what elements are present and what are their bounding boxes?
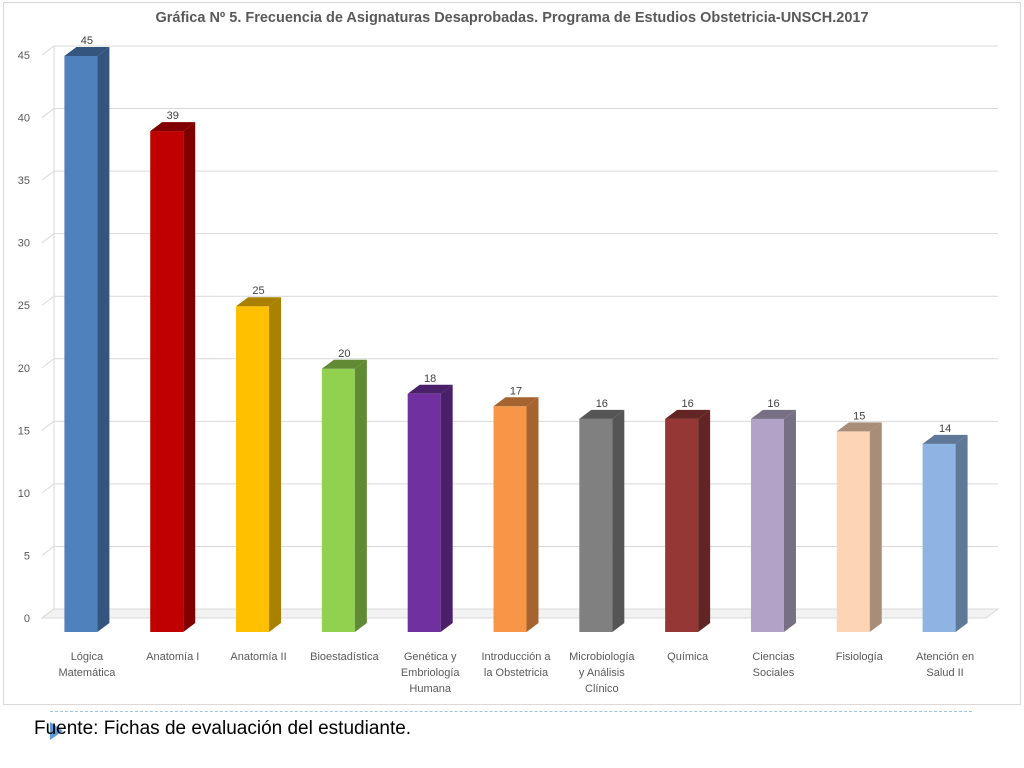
play-arrow-icon <box>50 722 63 740</box>
bar-side <box>183 122 196 633</box>
bar-side <box>97 47 110 632</box>
y-tick-label: 40 <box>18 113 30 125</box>
bar-side <box>354 359 367 632</box>
x-tick-label: Salud II <box>926 667 963 679</box>
gridline-side <box>41 295 55 306</box>
data-label: 14 <box>939 423 951 435</box>
bar-top <box>236 297 282 307</box>
x-tick-label: Atención en <box>916 651 974 663</box>
x-tick-label: Embriología <box>401 667 461 679</box>
x-tick-label: Matemática <box>58 667 116 679</box>
bar <box>836 431 870 632</box>
x-tick-label: Clínico <box>585 683 619 695</box>
bar-side <box>269 297 282 632</box>
bar <box>579 418 613 632</box>
footer-divider <box>50 711 972 712</box>
data-label: 16 <box>596 398 608 410</box>
x-tick-label: Microbiología <box>569 651 635 663</box>
data-label: 45 <box>81 35 93 47</box>
data-label: 16 <box>767 398 779 410</box>
y-tick-label: 20 <box>18 363 30 375</box>
bar-chart: 0 5 10 15 20 25 30 35 40 45 45 Lógica Matemática 39 An… <box>18 35 1000 695</box>
bar-top <box>150 122 196 132</box>
bar-side <box>698 409 711 632</box>
y-tick-label: 45 <box>18 50 30 62</box>
x-tick-label: Fisiología <box>836 651 884 663</box>
bar-side <box>783 409 796 632</box>
x-tick-label: la Obstetricia <box>484 667 549 679</box>
bar <box>236 306 270 632</box>
x-tick-label: Introducción a <box>481 651 551 663</box>
x-tick-label: Genética y <box>404 651 457 663</box>
bar-side <box>526 397 539 632</box>
bar-top <box>493 397 539 407</box>
bar <box>922 443 956 632</box>
data-label: 16 <box>682 398 694 410</box>
x-tick-label: Ciencias <box>752 651 795 663</box>
bar-top <box>407 384 453 394</box>
bar-top <box>321 359 367 369</box>
y-tick-label: 30 <box>18 238 30 250</box>
bar-side <box>612 409 625 632</box>
bar-top <box>579 409 625 419</box>
gridline-side <box>41 546 55 556</box>
data-label: 25 <box>252 285 264 297</box>
data-label: 15 <box>853 410 865 422</box>
y-tick-label: 25 <box>18 300 30 312</box>
data-label: 17 <box>510 385 522 397</box>
source-note: Fuente: Fichas de evaluación del estudia… <box>34 718 412 739</box>
bar <box>750 418 784 632</box>
data-label: 20 <box>338 348 350 360</box>
bar-side <box>955 434 968 632</box>
y-tick-label: 15 <box>18 425 30 437</box>
gridline-side <box>41 45 55 56</box>
x-tick-label: Anatomía II <box>230 651 286 663</box>
gridline-side <box>41 483 55 494</box>
gridline-side <box>41 170 55 181</box>
gridline-side <box>41 108 55 118</box>
x-tick-label: y Análisis <box>579 667 625 679</box>
data-label: 18 <box>424 373 436 385</box>
bar-top <box>665 409 711 419</box>
x-tick-label: Anatomía I <box>146 651 199 663</box>
bar <box>665 418 699 632</box>
bar-top <box>836 422 882 432</box>
x-tick-label: Química <box>667 651 709 663</box>
bar-side <box>869 422 882 632</box>
x-tick-label: Sociales <box>753 667 795 679</box>
bar <box>407 393 441 632</box>
bar <box>64 56 98 632</box>
y-tick-label: 5 <box>24 550 30 562</box>
y-tick-label: 35 <box>18 175 30 187</box>
x-tick-label: Lógica <box>71 651 104 663</box>
gridline-side <box>41 358 55 369</box>
bar-side <box>440 384 453 632</box>
data-label: 39 <box>167 110 179 122</box>
y-tick-label: 0 <box>24 613 30 625</box>
bar <box>150 131 184 633</box>
x-tick-label: Humana <box>409 683 451 695</box>
y-tick-label: 10 <box>18 488 30 500</box>
bar <box>321 368 355 632</box>
bar-top <box>750 409 796 419</box>
chart-title: Gráfica Nº 5. Frecuencia de Asignaturas … <box>155 10 869 26</box>
bar-top <box>64 47 110 56</box>
x-tick-label: Bioestadística <box>310 651 379 663</box>
gridline-side <box>41 233 55 244</box>
bar-top <box>922 434 968 444</box>
bar <box>493 406 527 632</box>
gridline-side <box>41 420 55 431</box>
